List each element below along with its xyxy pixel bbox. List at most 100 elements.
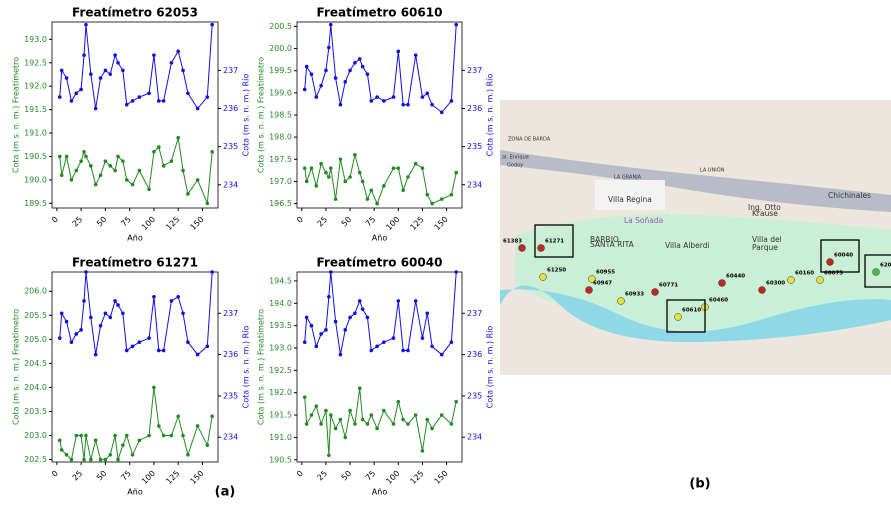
y2-tick-label: 234 <box>223 433 238 442</box>
data-point <box>147 187 151 191</box>
data-point <box>454 270 458 274</box>
x-tick-label: 125 <box>164 469 181 486</box>
data-point <box>319 332 323 336</box>
y2-tick-label: 237 <box>223 66 238 75</box>
data-point <box>348 316 352 320</box>
chart-title: Freatímetro 60610 <box>317 6 443 20</box>
data-point <box>60 69 64 73</box>
well-label: 61271 <box>545 239 564 245</box>
data-point <box>186 340 190 344</box>
y2-tick-label: 235 <box>467 391 482 400</box>
data-point <box>94 107 98 111</box>
data-point <box>121 443 125 447</box>
data-point <box>358 386 362 390</box>
x-axis-label: Año <box>127 234 143 243</box>
plot-frame <box>297 272 462 462</box>
y-tick-label: 204.0 <box>24 383 47 392</box>
data-point <box>60 312 64 316</box>
data-point <box>99 173 103 177</box>
place-label: LA GRANJA <box>614 175 642 181</box>
y-tick-label: 192.5 <box>24 58 47 67</box>
data-point <box>176 295 180 299</box>
place-label: ZONA DE BARDA <box>508 137 551 143</box>
data-point <box>421 336 425 340</box>
data-point <box>116 61 120 65</box>
data-point <box>131 99 135 103</box>
data-point <box>353 153 357 157</box>
data-point <box>450 340 454 344</box>
data-point <box>60 173 64 177</box>
place-label: La Soñada <box>624 216 663 225</box>
y-tick-label: 205.5 <box>24 311 47 320</box>
data-point <box>131 183 135 187</box>
data-point <box>324 409 328 413</box>
chart-title: Freatímetro 61271 <box>72 256 198 270</box>
data-point <box>454 171 458 175</box>
data-point <box>366 316 370 320</box>
y-tick-label: 198.0 <box>269 133 292 142</box>
data-point <box>206 443 210 447</box>
x-tick-label: 100 <box>140 215 157 232</box>
x-tick-label: 100 <box>384 469 401 486</box>
x-tick-label: 100 <box>384 215 401 232</box>
y2-tick-label: 234 <box>467 180 482 189</box>
data-point <box>314 184 318 188</box>
data-point <box>125 178 129 182</box>
data-point <box>84 434 88 438</box>
data-point <box>343 180 347 184</box>
data-point <box>121 69 125 73</box>
data-point <box>440 413 444 417</box>
data-point <box>406 349 410 353</box>
y2-axis-label: Cota (m s. n. m.) Río <box>242 74 251 157</box>
chart-title: Freatímetro 62053 <box>72 6 198 20</box>
data-point <box>108 453 112 457</box>
well-marker <box>817 277 824 284</box>
data-point <box>314 404 318 408</box>
data-point <box>104 458 108 462</box>
data-point <box>430 202 434 206</box>
well-label: 60160 <box>795 271 814 277</box>
data-point <box>310 413 314 417</box>
data-point <box>162 164 166 168</box>
data-point <box>369 413 373 417</box>
data-point <box>206 202 210 206</box>
data-point <box>353 61 357 65</box>
data-point <box>421 95 425 99</box>
data-point <box>305 422 309 426</box>
y-tick-label: 199.0 <box>269 88 292 97</box>
well-label: 60771 <box>659 283 678 289</box>
data-point <box>310 72 314 76</box>
y-tick-label: 194.5 <box>269 276 292 285</box>
data-point <box>401 418 405 422</box>
data-point <box>358 299 362 303</box>
data-point <box>366 422 370 426</box>
y-tick-label: 197.0 <box>269 177 292 186</box>
y2-tick-label: 236 <box>467 104 482 113</box>
x-tick-label: 50 <box>340 469 354 483</box>
data-point <box>361 180 365 184</box>
place-label: Chichinales <box>828 191 871 200</box>
data-point <box>450 193 454 197</box>
data-point <box>116 155 120 159</box>
data-point <box>327 453 331 457</box>
data-point <box>170 434 174 438</box>
panel-label: (b) <box>689 477 710 492</box>
data-point <box>181 169 185 173</box>
data-point <box>84 155 88 159</box>
data-point <box>84 270 88 274</box>
data-point <box>339 418 343 422</box>
y-tick-label: 199.5 <box>269 66 292 75</box>
data-point <box>430 345 434 349</box>
data-point <box>392 336 396 340</box>
data-point <box>392 166 396 170</box>
x-tick-label: 150 <box>433 469 450 486</box>
data-point <box>210 150 214 154</box>
data-point <box>348 409 352 413</box>
y-tick-label: 204.5 <box>24 359 47 368</box>
data-point <box>414 53 418 57</box>
data-point <box>324 69 328 73</box>
y-tick-label: 200.0 <box>269 44 292 53</box>
x-tick-label: 150 <box>188 469 205 486</box>
well-marker <box>719 280 726 287</box>
well-marker <box>586 287 593 294</box>
